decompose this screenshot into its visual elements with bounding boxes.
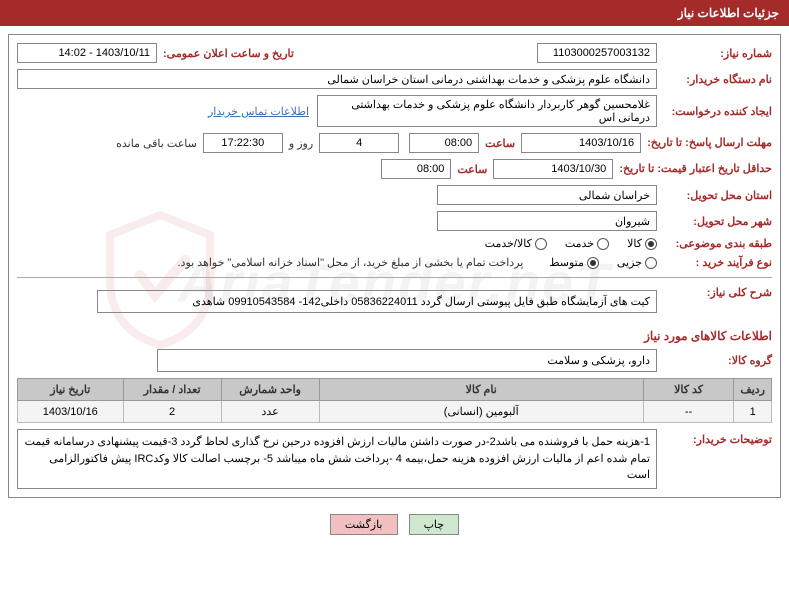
row-deadline: مهلت ارسال پاسخ: تا تاریخ: 1403/10/16 سا… [17, 133, 772, 153]
goods-group-field: دارو، پزشکی و سلامت [157, 349, 657, 372]
deadline-time-label: ساعت [479, 137, 521, 150]
grouping-label: طبقه بندی موضوعی: [657, 237, 772, 250]
table-header-cell: نام کالا [319, 379, 643, 401]
validity-time-label: ساعت [451, 163, 493, 176]
table-header-cell: تعداد / مقدار [123, 379, 221, 401]
deadline-label: مهلت ارسال پاسخ: تا تاریخ: [641, 136, 772, 150]
buyer-org-label: نام دستگاه خریدار: [657, 73, 772, 86]
table-row: 1--آلبومین (انسانی)عدد21403/10/16 [18, 401, 772, 423]
table-body: 1--آلبومین (انسانی)عدد21403/10/16 [18, 401, 772, 423]
need-number-field: 1103000257003132 [537, 43, 657, 63]
row-validity: حداقل تاریخ اعتبار قیمت: تا تاریخ: 1403/… [17, 159, 772, 179]
validity-date-field: 1403/10/30 [493, 159, 613, 179]
process-option-1[interactable]: متوسط [549, 256, 599, 269]
requester-label: ایجاد کننده درخواست: [657, 105, 772, 118]
deadline-time-field: 08:00 [409, 133, 479, 153]
goods-group-label: گروه کالا: [657, 354, 772, 367]
city-field: شیروان [437, 211, 657, 231]
table-cell: 1 [734, 401, 772, 423]
province-field: خراسان شمالی [437, 185, 657, 205]
row-need-number: شماره نیاز: 1103000257003132 تاریخ و ساع… [17, 43, 772, 63]
table-cell: 1403/10/16 [18, 401, 124, 423]
buyer-notes-label: توضیحات خریدار: [657, 429, 772, 446]
table-cell: -- [643, 401, 733, 423]
table-cell: 2 [123, 401, 221, 423]
table-header-cell: ردیف [734, 379, 772, 401]
contact-buyer-link[interactable]: اطلاعات تماس خریدار [208, 105, 309, 118]
radio-label: جزیی [617, 256, 642, 269]
process-label: نوع فرآیند خرید : [657, 256, 772, 269]
row-process: نوع فرآیند خرید : جزیی متوسط پرداخت تمام … [17, 256, 772, 269]
remain-label: ساعت باقی مانده [110, 137, 203, 150]
province-label: استان محل تحویل: [657, 189, 772, 202]
page-header: جزئیات اطلاعات نیاز [0, 0, 789, 26]
row-grouping: طبقه بندی موضوعی: کالا خدمت کالا/خدمت [17, 237, 772, 250]
row-requester: ایجاد کننده درخواست: غلامحسین گوهر کاربر… [17, 95, 772, 127]
goods-section-title: اطلاعات کالاهای مورد نیاز [17, 329, 772, 343]
grouping-option-2[interactable]: کالا/خدمت [485, 237, 547, 250]
buyer-notes-box: 1-هزینه حمل با فروشنده می باشد2-در صورت … [17, 429, 657, 489]
goods-table: ردیفکد کالانام کالاواحد شمارشتعداد / مقد… [17, 378, 772, 423]
process-note: پرداخت تمام یا بخشی از مبلغ خرید، از محل… [178, 256, 524, 269]
need-number-label: شماره نیاز: [657, 47, 772, 60]
announce-date-label: تاریخ و ساعت اعلان عمومی: [157, 47, 300, 60]
validity-label: حداقل تاریخ اعتبار قیمت: تا تاریخ: [613, 162, 772, 176]
table-cell: آلبومین (انسانی) [319, 401, 643, 423]
table-cell: عدد [221, 401, 319, 423]
summary-label: شرح کلی نیاز: [657, 286, 772, 299]
city-label: شهر محل تحویل: [657, 215, 772, 228]
radio-icon[interactable] [587, 257, 599, 269]
row-goods-group: گروه کالا: دارو، پزشکی و سلامت [17, 349, 772, 372]
row-buyer-org: نام دستگاه خریدار: دانشگاه علوم پزشکی و … [17, 69, 772, 89]
requester-field: غلامحسین گوهر کاربردار دانشگاه علوم پزشک… [317, 95, 657, 127]
summary-box: کیت های آزمایشگاه طبق فایل پیوستی ارسال … [97, 290, 657, 313]
print-button[interactable]: چاپ [409, 514, 460, 535]
buyer-org-field: دانشگاه علوم پزشکی و خدمات بهداشتی درمان… [17, 69, 657, 89]
days-suffix: روز و [283, 137, 319, 150]
row-city: شهر محل تحویل: شیروان [17, 211, 772, 231]
announce-date-field: 1403/10/11 - 14:02 [17, 43, 157, 63]
radio-label: کالا/خدمت [485, 237, 532, 250]
process-radio-group: جزیی متوسط [535, 256, 657, 269]
table-header-row: ردیفکد کالانام کالاواحد شمارشتعداد / مقد… [18, 379, 772, 401]
radio-label: متوسط [549, 256, 584, 269]
deadline-remain-field: 17:22:30 [203, 133, 283, 153]
row-province: استان محل تحویل: خراسان شمالی [17, 185, 772, 205]
grouping-option-1[interactable]: خدمت [565, 237, 609, 250]
row-summary: شرح کلی نیاز: کیت های آزمایشگاه طبق فایل… [17, 286, 772, 323]
radio-icon[interactable] [645, 238, 657, 250]
back-button[interactable]: بازگشت [330, 514, 398, 535]
radio-icon[interactable] [645, 257, 657, 269]
table-header-cell: تاریخ نیاز [18, 379, 124, 401]
table-header-cell: واحد شمارش [221, 379, 319, 401]
grouping-radio-group: کالا خدمت کالا/خدمت [471, 237, 657, 250]
radio-label: کالا [627, 237, 642, 250]
process-option-0[interactable]: جزیی [617, 256, 657, 269]
row-buyer-notes: توضیحات خریدار: 1-هزینه حمل با فروشنده م… [17, 429, 772, 489]
page-title: جزئیات اطلاعات نیاز [678, 6, 779, 20]
deadline-days-field: 4 [319, 133, 399, 153]
divider [17, 277, 772, 278]
table-header-cell: کد کالا [643, 379, 733, 401]
button-bar: چاپ بازگشت [0, 506, 789, 537]
deadline-date-field: 1403/10/16 [521, 133, 641, 153]
radio-label: خدمت [565, 237, 594, 250]
radio-icon[interactable] [597, 238, 609, 250]
radio-icon[interactable] [535, 238, 547, 250]
validity-time-field: 08:00 [381, 159, 451, 179]
grouping-option-0[interactable]: کالا [627, 237, 657, 250]
